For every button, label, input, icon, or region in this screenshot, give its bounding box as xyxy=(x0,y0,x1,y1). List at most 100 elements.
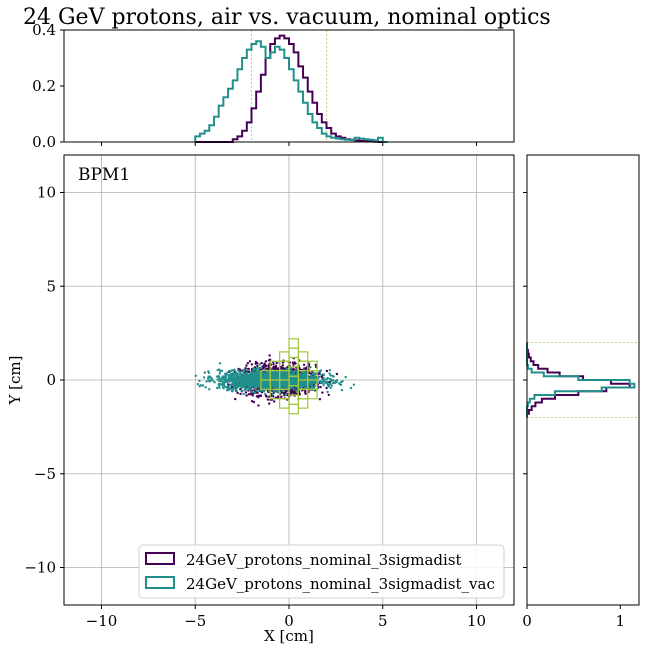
scatter-point xyxy=(264,360,268,363)
scatter-point xyxy=(328,369,332,372)
scatter-point xyxy=(259,366,262,370)
scatter-point xyxy=(268,354,271,357)
scatter-point xyxy=(264,392,267,396)
scatter-point xyxy=(335,372,339,376)
y-tick-label: −10 xyxy=(24,559,56,577)
scatter-point xyxy=(207,375,210,378)
scatter-point xyxy=(272,395,275,398)
scatter-point xyxy=(250,385,253,388)
scatter-point xyxy=(226,381,229,384)
scatter-point xyxy=(280,371,284,375)
y-tick-label: 0 xyxy=(46,371,56,389)
scatter-point xyxy=(352,383,356,386)
scatter-point xyxy=(201,384,205,387)
scatter-point xyxy=(302,363,306,366)
scatter-point xyxy=(325,386,328,390)
scatter-point xyxy=(313,384,317,388)
scatter-point xyxy=(218,362,222,365)
scatter-point xyxy=(266,398,270,401)
overlay-box xyxy=(288,347,299,359)
scatter-point xyxy=(228,386,232,390)
scatter-point xyxy=(292,391,296,394)
scatter-point xyxy=(245,373,248,376)
scatter-point xyxy=(223,385,226,388)
scatter-point xyxy=(252,378,255,381)
scatter-point xyxy=(208,388,211,391)
scatter-point xyxy=(286,385,289,388)
scatter-point xyxy=(302,384,305,388)
scatter-point xyxy=(231,389,234,393)
scatter-point xyxy=(221,383,224,387)
main-overlay-boxes xyxy=(260,338,318,415)
scatter-point xyxy=(252,372,255,375)
scatter-point xyxy=(218,380,221,383)
scatter-point xyxy=(233,386,236,389)
scatter-point xyxy=(292,367,295,371)
scatter-point xyxy=(194,374,197,377)
scatter-point xyxy=(322,373,325,377)
scatter-point xyxy=(271,393,274,396)
scatter-point xyxy=(244,391,248,394)
scatter-point xyxy=(265,382,268,385)
top-histogram-ticks: 0.0 0.2 0.4 xyxy=(32,21,477,151)
scatter-point xyxy=(244,387,247,391)
top-y-tick-label: 0.0 xyxy=(32,133,56,151)
scatter-point xyxy=(349,386,353,390)
scatter-point xyxy=(323,379,326,382)
scatter-point xyxy=(273,372,277,375)
scatter-point xyxy=(267,359,271,362)
scatter-point xyxy=(284,372,287,375)
scatter-point xyxy=(273,390,276,393)
scatter-point xyxy=(242,392,245,396)
scatter-point xyxy=(313,372,317,375)
scatter-point xyxy=(284,380,287,383)
scatter-point xyxy=(326,380,329,384)
scatter-point xyxy=(228,369,231,373)
main-ticks: −10 −5 0 5 10 −10 −5 0 5 10 xyxy=(24,184,486,631)
scatter-point xyxy=(273,400,276,403)
scatter-point xyxy=(222,387,225,390)
x-axis-label: X [cm] xyxy=(264,627,314,645)
scatter-point xyxy=(257,371,260,375)
scatter-point xyxy=(259,394,262,397)
scatter-point xyxy=(319,373,322,376)
scatter-point xyxy=(234,397,237,401)
scatter-point xyxy=(260,361,263,365)
scatter-point xyxy=(218,372,221,375)
scatter-point xyxy=(237,379,240,382)
scatter-point xyxy=(291,373,294,377)
scatter-point xyxy=(235,379,238,382)
main-grid xyxy=(64,155,514,605)
scatter-point xyxy=(272,383,275,386)
scatter-point xyxy=(285,375,289,379)
scatter-point xyxy=(309,366,312,369)
y-tick-label: 5 xyxy=(46,277,56,295)
overlay-box xyxy=(297,398,309,409)
scatter-point xyxy=(257,381,260,384)
overlay-box xyxy=(288,338,299,349)
scatter-point xyxy=(252,367,255,370)
top-hist-series-0 xyxy=(195,34,388,143)
legend-label-air: 24GeV_protons_nominal_3sigmadist xyxy=(186,551,462,569)
scatter-point xyxy=(213,381,216,384)
overlay-box xyxy=(279,351,290,362)
scatter-point xyxy=(248,379,251,383)
right-x-tick-label: 0 xyxy=(522,612,532,630)
scatter-point xyxy=(263,362,266,365)
overlay-box xyxy=(307,360,318,372)
scatter-point xyxy=(340,388,344,392)
y-tick-label: −5 xyxy=(34,465,56,483)
scatter-point xyxy=(244,377,248,380)
scatter-point xyxy=(253,391,256,394)
scatter-point xyxy=(216,378,219,381)
scatter-point xyxy=(239,392,242,396)
scatter-point xyxy=(302,382,305,385)
scatter-point xyxy=(299,373,302,376)
scatter-point xyxy=(231,377,234,380)
scatter-point xyxy=(257,404,260,407)
scatter-point xyxy=(263,374,266,377)
scatter-point xyxy=(204,386,207,389)
scatter-point xyxy=(292,377,295,381)
scatter-point xyxy=(295,389,298,392)
